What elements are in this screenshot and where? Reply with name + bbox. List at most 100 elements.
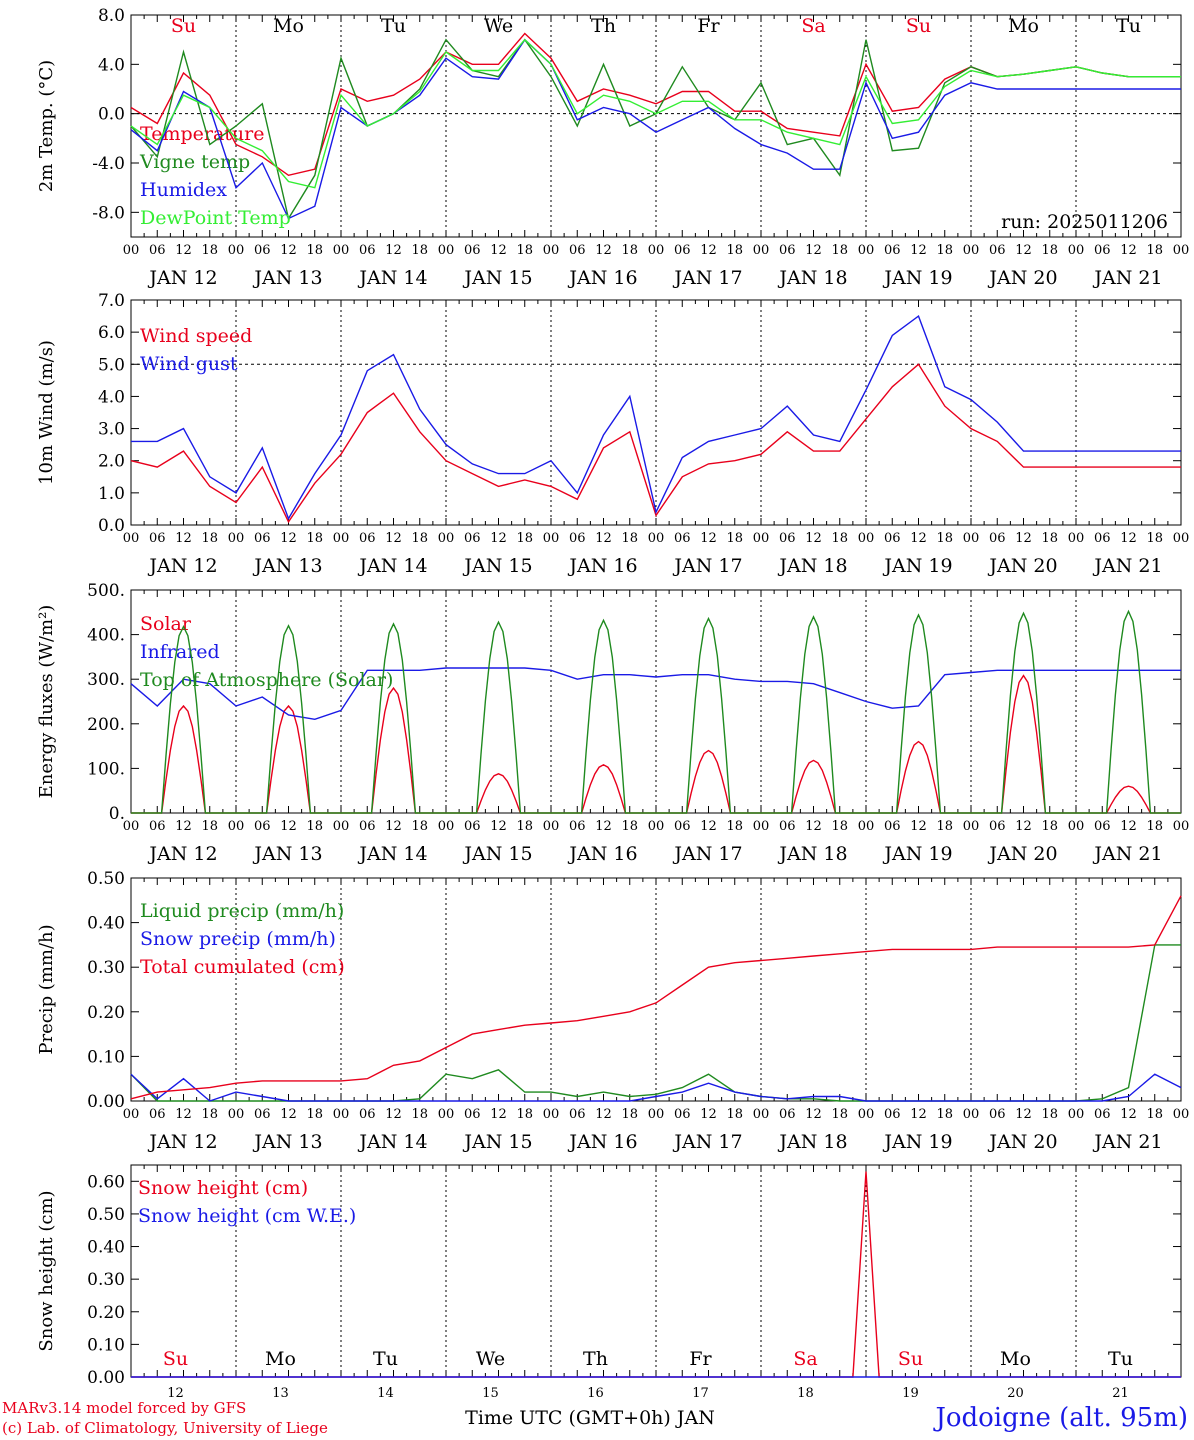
- hour-tick-label: 18: [831, 1107, 848, 1122]
- hour-tick-label: 12: [280, 1107, 297, 1122]
- hour-tick-label: 12: [280, 531, 297, 546]
- hour-tick-label: 06: [989, 819, 1006, 834]
- y-tick-label: 0.30: [87, 958, 125, 978]
- weekday-label: Tu: [1108, 1348, 1133, 1370]
- hour-tick-label: 00: [123, 819, 140, 834]
- y-tick-label: 0.10: [87, 1047, 125, 1067]
- hour-tick-label: 12: [175, 819, 192, 834]
- hour-tick-label: 00: [753, 1107, 770, 1122]
- y-tick-label: 7.0: [98, 291, 125, 311]
- date-label: JAN 19: [882, 843, 952, 865]
- hour-tick-label: 18: [726, 1107, 743, 1122]
- weekday-label: We: [484, 15, 513, 37]
- hour-tick-label: 12: [805, 1107, 822, 1122]
- hour-tick-label: 00: [228, 1107, 245, 1122]
- legend-entry: Liquid precip (mm/h): [140, 900, 344, 922]
- hour-tick-label: 00: [1173, 531, 1190, 546]
- hour-tick-label: 00: [1068, 243, 1085, 258]
- date-label: JAN 14: [357, 1131, 427, 1153]
- hour-tick-label: 06: [464, 1107, 481, 1122]
- y-tick-label: -8.0: [92, 203, 125, 223]
- date-label: JAN 19: [882, 1131, 952, 1153]
- day-number-label: 20: [1007, 1386, 1024, 1401]
- hour-tick-label: 18: [1041, 1107, 1058, 1122]
- hour-tick-label: 00: [228, 819, 245, 834]
- hour-tick-label: 06: [569, 819, 586, 834]
- day-number-label: 19: [902, 1386, 919, 1401]
- hour-tick-label: 18: [201, 1107, 218, 1122]
- hour-tick-label: 12: [910, 1107, 927, 1122]
- hour-tick-label: 00: [1068, 531, 1085, 546]
- y-tick-label: 8.0: [98, 6, 125, 26]
- hour-tick-label: 18: [621, 243, 638, 258]
- station-label: Jodoigne (alt. 95m): [932, 1403, 1188, 1433]
- hour-tick-label: 12: [175, 531, 192, 546]
- legend-entry: Snow height (cm): [138, 1177, 308, 1199]
- hour-tick-label: 06: [674, 243, 691, 258]
- hour-tick-label: 00: [333, 819, 350, 834]
- hour-tick-label: 00: [438, 531, 455, 546]
- hour-tick-label: 06: [884, 1107, 901, 1122]
- hour-tick-label: 18: [726, 819, 743, 834]
- hour-tick-label: 12: [385, 531, 402, 546]
- hour-tick-label: 18: [516, 243, 533, 258]
- legend-entry: Humidex: [140, 179, 227, 201]
- hour-tick-label: 00: [858, 243, 875, 258]
- hour-tick-label: 00: [1173, 1107, 1190, 1122]
- hour-tick-label: 06: [674, 1107, 691, 1122]
- hour-tick-label: 00: [543, 243, 560, 258]
- date-label: JAN 16: [567, 1131, 637, 1153]
- date-label: JAN 19: [882, 555, 952, 577]
- day-number-label: 18: [797, 1386, 814, 1401]
- weekday-label: Mo: [265, 1348, 296, 1370]
- date-label: JAN 18: [777, 267, 847, 289]
- hour-tick-label: 18: [621, 531, 638, 546]
- hour-tick-label: 18: [201, 243, 218, 258]
- date-label: JAN 12: [147, 267, 217, 289]
- weekday-label: Tu: [381, 15, 406, 37]
- hour-tick-label: 18: [936, 531, 953, 546]
- series-line-blue: [130, 1073, 1182, 1102]
- hour-tick-label: 06: [464, 243, 481, 258]
- hour-tick-label: 18: [936, 243, 953, 258]
- hour-tick-label: 12: [910, 819, 927, 834]
- hour-tick-label: 06: [674, 819, 691, 834]
- legend-entry: Wind speed: [140, 325, 252, 347]
- hour-tick-label: 18: [516, 1107, 533, 1122]
- hour-tick-label: 18: [1041, 819, 1058, 834]
- hour-tick-label: 00: [1173, 819, 1190, 834]
- hour-tick-label: 12: [805, 243, 822, 258]
- weekday-label: Mo: [1008, 15, 1039, 37]
- hour-tick-label: 12: [1120, 243, 1137, 258]
- date-label: JAN 16: [567, 267, 637, 289]
- date-label: JAN 17: [672, 1131, 742, 1153]
- hour-tick-label: 06: [779, 531, 796, 546]
- hour-tick-label: 18: [411, 243, 428, 258]
- hour-tick-label: 00: [438, 1107, 455, 1122]
- hour-tick-label: 12: [385, 1107, 402, 1122]
- date-label: JAN 14: [357, 267, 427, 289]
- hour-tick-label: 18: [936, 1107, 953, 1122]
- date-label: JAN 15: [462, 555, 532, 577]
- hour-tick-label: 00: [543, 531, 560, 546]
- hour-tick-label: 00: [333, 531, 350, 546]
- y-tick-label: 0.50: [87, 1205, 125, 1225]
- series-line-blue: [130, 667, 1181, 721]
- hour-tick-label: 06: [149, 243, 166, 258]
- hour-tick-label: 18: [411, 1107, 428, 1122]
- weekday-label: We: [476, 1348, 505, 1370]
- date-label: JAN 17: [672, 555, 742, 577]
- date-label: JAN 13: [252, 267, 322, 289]
- day-number-label: 15: [482, 1386, 499, 1401]
- y-axis-label: Precip (mm/h): [36, 924, 57, 1054]
- hour-tick-label: 18: [411, 531, 428, 546]
- weekday-label: Th: [583, 1348, 608, 1370]
- y-tick-label: 500.: [87, 581, 125, 601]
- y-tick-label: 6.0: [98, 323, 125, 343]
- hour-tick-label: 00: [228, 531, 245, 546]
- hour-tick-label: 18: [306, 819, 323, 834]
- hour-tick-label: 00: [963, 1107, 980, 1122]
- hour-tick-label: 12: [1015, 819, 1032, 834]
- day-number-label: 12: [167, 1386, 184, 1401]
